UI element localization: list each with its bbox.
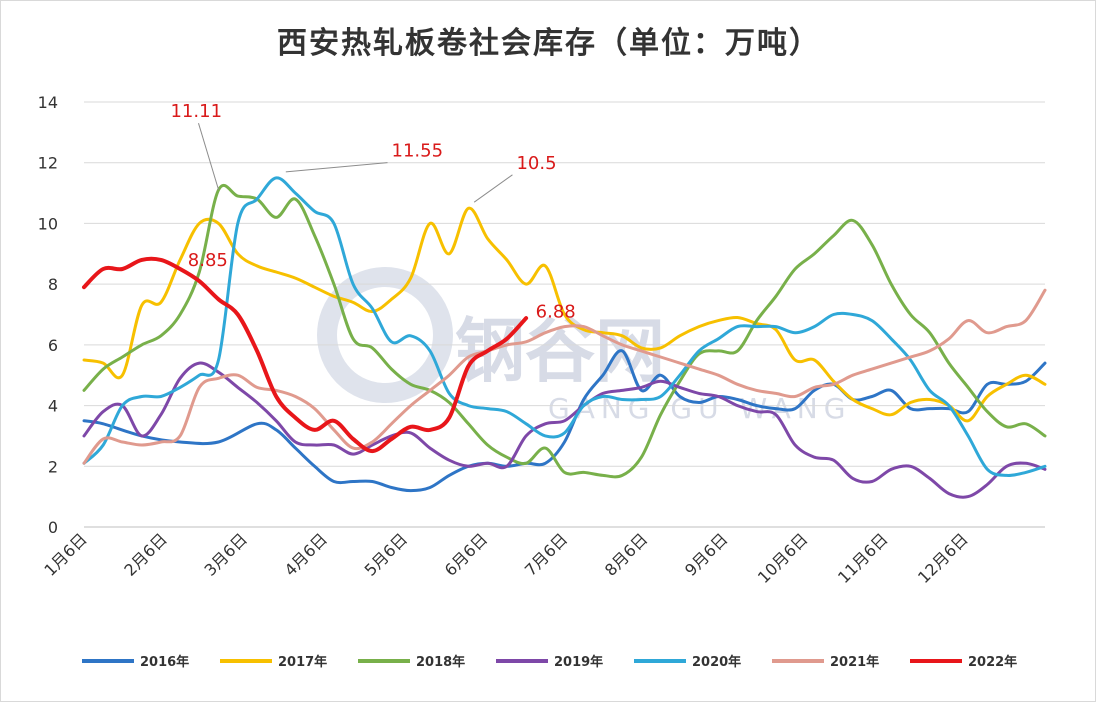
series-line-2018年	[82, 183, 1047, 479]
y-tick-label: 14	[38, 93, 58, 112]
series-line-2021年	[82, 288, 1047, 465]
chart-title: 西安热轧板卷社会库存（单位：万吨）	[277, 26, 821, 61]
y-tick-label: 12	[38, 154, 58, 173]
legend-label: 2017年	[278, 654, 327, 670]
legend-label: 2019年	[554, 654, 603, 670]
series-line-2022年	[82, 256, 529, 454]
series-line-2016年	[82, 349, 1047, 493]
annotation-label: 11.55	[392, 141, 444, 162]
y-tick-label: 0	[48, 518, 58, 537]
y-tick-label: 4	[48, 397, 58, 416]
annotation-label: 6.88	[536, 302, 576, 323]
annotation-leader	[198, 123, 220, 190]
x-tick-label: 10月6日	[754, 529, 812, 587]
series-line-2020年	[82, 176, 1047, 477]
y-tick-label: 8	[48, 275, 58, 294]
x-tick-label: 9月6日	[681, 529, 731, 579]
x-tick-label: 2月6日	[120, 529, 170, 579]
series-line-2017年	[82, 206, 1047, 423]
x-tick-label: 5月6日	[361, 529, 411, 579]
annotation-leader	[285, 162, 388, 173]
legend-label: 2018年	[416, 654, 465, 670]
series-line-2019年	[82, 361, 1047, 499]
annotation-label: 10.5	[516, 153, 556, 174]
annotation-label: 11.11	[170, 101, 222, 122]
x-tick-label: 3月6日	[201, 529, 251, 579]
x-tick-label: 7月6日	[521, 529, 571, 579]
x-tick-label: 6月6日	[441, 529, 491, 579]
y-tick-label: 6	[48, 336, 58, 355]
annotation-leader	[473, 174, 513, 203]
legend-label: 2021年	[830, 654, 879, 670]
x-tick-label: 8月6日	[601, 529, 651, 579]
legend-label: 2022年	[968, 654, 1017, 670]
x-tick-label: 4月6日	[281, 529, 331, 579]
x-tick-label: 12月6日	[914, 529, 972, 587]
annotation-label: 8.85	[188, 250, 228, 271]
y-tick-label: 2	[48, 457, 58, 476]
legend-label: 2020年	[692, 654, 741, 670]
y-tick-label: 10	[38, 214, 58, 233]
watermark-logo-icon	[317, 267, 453, 403]
x-tick-label: 11月6日	[834, 529, 892, 587]
legend-label: 2016年	[140, 654, 189, 670]
